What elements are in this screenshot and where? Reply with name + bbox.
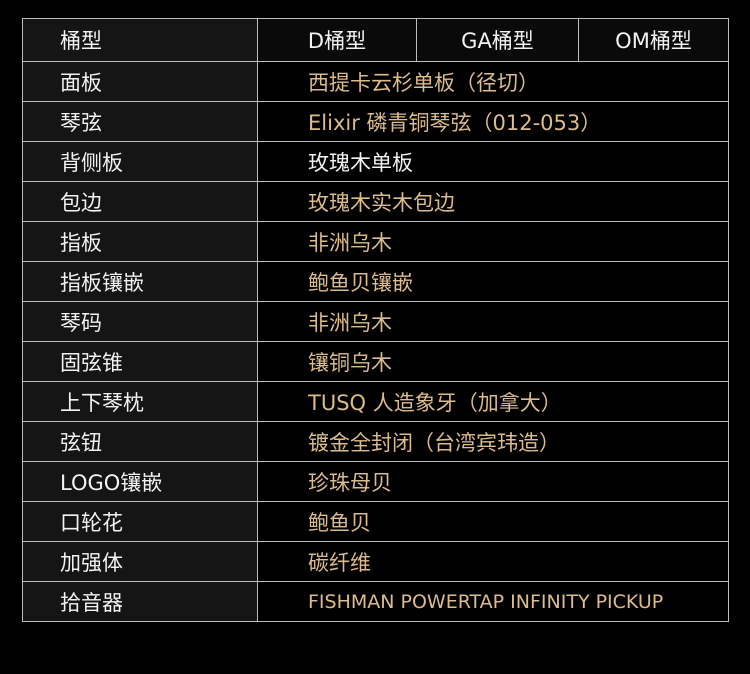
row-label: 琴弦 [22, 101, 258, 142]
row-label: 弦钮 [22, 421, 258, 462]
row-value: FISHMAN POWERTAP INFINITY PICKUP [257, 581, 729, 622]
table-row: 弦钮 镀金全封闭（台湾宾玮造） [22, 421, 729, 462]
row-value: 镀金全封闭（台湾宾玮造） [257, 421, 729, 462]
header-row: 桶型 D桶型 GA桶型 OM桶型 [22, 18, 729, 62]
row-value: 鲍鱼贝 [257, 501, 729, 542]
table-row: 包边 玫瑰木实木包边 [22, 181, 729, 222]
row-label: 背侧板 [22, 141, 258, 182]
row-value: 非洲乌木 [257, 301, 729, 342]
table-row: 指板 非洲乌木 [22, 221, 729, 262]
table-row: 面板 西提卡云杉单板（径切） [22, 61, 729, 102]
row-value: TUSQ 人造象牙（加拿大） [257, 381, 729, 422]
table-row: 口轮花 鲍鱼贝 [22, 501, 729, 542]
table-row: 加强体 碳纤维 [22, 541, 729, 582]
row-label: LOGO镶嵌 [22, 461, 258, 502]
table-row: 上下琴枕 TUSQ 人造象牙（加拿大） [22, 381, 729, 422]
row-label: 拾音器 [22, 581, 258, 622]
table-row: 固弦锥 镶铜乌木 [22, 341, 729, 382]
row-value: 西提卡云杉单板（径切） [257, 61, 729, 102]
row-label: 口轮花 [22, 501, 258, 542]
row-label: 面板 [22, 61, 258, 102]
row-label: 加强体 [22, 541, 258, 582]
row-value: 玫瑰木实木包边 [257, 181, 729, 222]
row-label: 琴码 [22, 301, 258, 342]
row-label: 包边 [22, 181, 258, 222]
column-ga: GA桶型 [416, 18, 579, 62]
row-value: 碳纤维 [257, 541, 729, 582]
row-value: 珍珠母贝 [257, 461, 729, 502]
table-row: 琴码 非洲乌木 [22, 301, 729, 342]
table-row: 拾音器 FISHMAN POWERTAP INFINITY PICKUP [22, 581, 729, 622]
table-row: 背侧板 玫瑰木单板 [22, 141, 729, 182]
row-value: 鲍鱼贝镶嵌 [257, 261, 729, 302]
row-value: Elixir 磷青铜琴弦（012-053） [257, 101, 729, 142]
spec-table: 桶型 D桶型 GA桶型 OM桶型 面板 西提卡云杉单板（径切） 琴弦 Elixir 磷… [22, 18, 729, 622]
column-d: D桶型 [257, 18, 417, 62]
row-label: 指板 [22, 221, 258, 262]
row-value: 玫瑰木单板 [257, 141, 729, 182]
row-label: 指板镶嵌 [22, 261, 258, 302]
row-value: 镶铜乌木 [257, 341, 729, 382]
column-om: OM桶型 [578, 18, 729, 62]
table-row: 指板镶嵌 鲍鱼贝镶嵌 [22, 261, 729, 302]
table-row: 琴弦 Elixir 磷青铜琴弦（012-053） [22, 101, 729, 142]
row-label: 固弦锥 [22, 341, 258, 382]
row-value: 非洲乌木 [257, 221, 729, 262]
row-label: 上下琴枕 [22, 381, 258, 422]
table-row: LOGO镶嵌 珍珠母贝 [22, 461, 729, 502]
header-label: 桶型 [22, 18, 258, 62]
